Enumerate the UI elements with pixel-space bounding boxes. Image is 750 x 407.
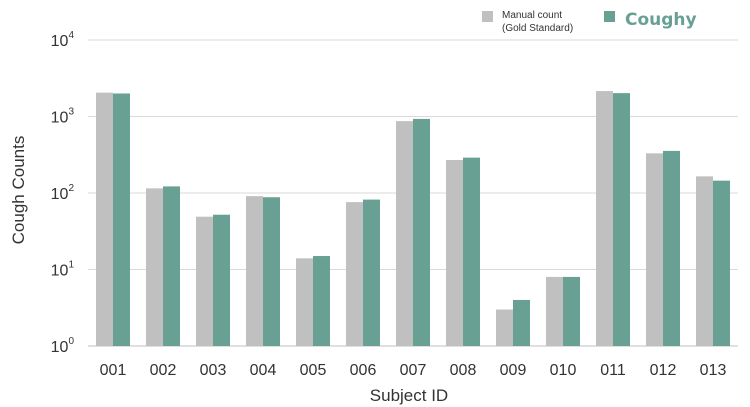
x-axis-title: Subject ID [370,386,448,405]
bar-manual-006 [346,202,363,346]
x-tick-label: 013 [700,362,727,379]
bar-manual-003 [196,216,213,346]
bar-manual-011 [596,91,613,347]
bar-coughy-001 [113,93,130,346]
bar-coughy-003 [213,214,230,346]
x-tick-label: 003 [200,362,227,379]
bar-manual-002 [146,188,163,346]
bar-coughy-011 [613,93,630,346]
bar-manual-010 [546,276,563,346]
bar-coughy-006 [363,199,380,346]
x-tick-label: 012 [650,362,677,379]
legend-label-manual: Manual count [502,10,562,21]
bar-manual-007 [396,121,413,347]
bar-coughy-005 [313,256,330,346]
bar-manual-009 [496,309,513,346]
bar-coughy-008 [463,157,480,346]
bar-coughy-009 [513,299,530,346]
x-tick-label: 008 [450,362,477,379]
x-tick-label: 009 [500,362,527,379]
bar-coughy-013 [713,180,730,346]
bar-coughy-010 [563,276,580,346]
y-tick-label: 102 [51,183,75,203]
y-tick-label: 100 [51,336,75,356]
x-tick-label: 010 [550,362,577,379]
bar-manual-001 [96,92,113,346]
bar-manual-008 [446,160,463,346]
y-axis-title: Cough Counts [9,136,28,245]
x-tick-label: 001 [100,362,127,379]
x-tick-label: 004 [250,362,277,379]
legend-label-manual: (Gold Standard) [502,23,573,34]
x-tick-label: 011 [600,362,626,379]
bar-coughy-007 [413,118,430,346]
y-tick-label: 101 [51,260,75,280]
bar-manual-005 [296,258,313,346]
x-tick-label: 002 [150,362,177,379]
y-tick-labels: 100 101 102 103 104 [51,30,75,356]
bars [96,91,730,347]
x-tick-labels: 001 002 003 004 005 006 007 008 009 010 011 012 013 [100,362,727,379]
x-tick-label: 005 [300,362,327,379]
bar-manual-004 [246,196,263,346]
legend: Manual count (Gold Standard) Coughy [482,10,697,34]
bar-manual-013 [696,176,713,346]
bar-coughy-012 [663,150,680,346]
legend-label-coughy: Coughy [625,10,697,30]
bar-manual-012 [646,153,663,346]
x-tick-label: 007 [400,362,427,379]
legend-swatch-coughy [604,11,615,22]
x-tick-label: 006 [350,362,377,379]
y-tick-label: 104 [51,30,75,50]
legend-swatch-manual [482,11,493,22]
y-tick-label: 103 [51,107,75,127]
bar-coughy-004 [263,197,280,346]
bar-coughy-002 [163,186,180,346]
